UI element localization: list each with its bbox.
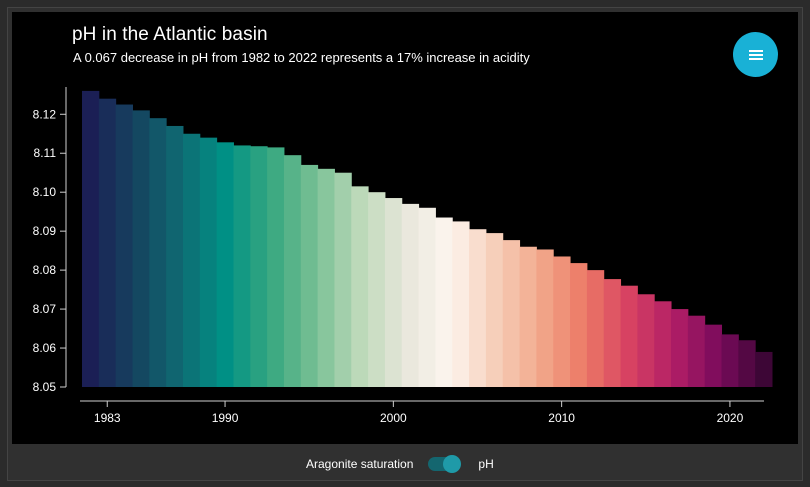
menu-button[interactable] <box>733 32 778 77</box>
metric-switch[interactable] <box>428 455 462 473</box>
toggle-label-aragonite[interactable]: Aragonite saturation <box>306 457 414 471</box>
switch-knob <box>443 455 462 473</box>
metric-toggle: Aragonite saturation pH <box>306 455 494 473</box>
toggle-label-ph[interactable]: pH <box>478 457 494 471</box>
chart-panel <box>12 12 798 444</box>
chart-title: pH in the Atlantic basin <box>72 24 268 45</box>
chart-subtitle: A 0.067 decrease in pH from 1982 to 2022… <box>73 50 530 65</box>
hamburger-menu-icon <box>748 49 763 60</box>
